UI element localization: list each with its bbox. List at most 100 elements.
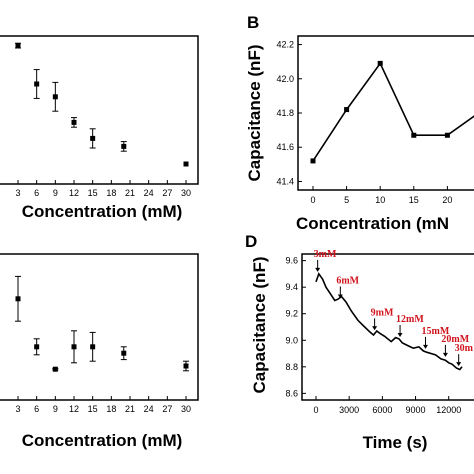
x-tick-label: 9: [53, 404, 58, 414]
x-tick-label: 9000: [406, 405, 426, 415]
annotation-arrowhead: [456, 362, 462, 367]
y-tick-label: 8.8: [285, 362, 298, 372]
panel-d: D 0 3000 6000 9000 12000 8.68.89.09.29.49.6 …: [245, 232, 474, 452]
data-point: [15, 43, 21, 49]
x-tick-label: 21: [125, 404, 135, 414]
panel-bottom-left: 3 6 9 12 15 18 21 24 27 30 Concentration (mM): [0, 253, 199, 450]
x-tick-label: 20: [442, 195, 452, 205]
x-tick-label: 10: [375, 195, 385, 205]
data-point: [344, 107, 350, 113]
y-tick-label: 42.2: [276, 40, 294, 50]
annotation-arrowhead: [372, 326, 378, 331]
plot-frame: [0, 253, 199, 401]
annotation-arrowhead: [442, 352, 448, 357]
panel-letter-b: B: [247, 13, 259, 32]
x-tick-label: 24: [144, 188, 154, 198]
y-axis-title: Capacitance (nF): [245, 45, 264, 182]
x-tick-labels: 0510152025: [310, 186, 452, 205]
x-tick-label: 15: [88, 188, 98, 198]
panel-b: B 0510152025 41.441.641.842.042.2 Concen…: [245, 13, 474, 233]
data-point: [90, 135, 96, 141]
x-tick-label: 15: [88, 404, 98, 414]
y-tick-label: 41.4: [276, 176, 294, 186]
x-tick-label: 27: [162, 404, 172, 414]
y-tick-label: 41.8: [276, 108, 294, 118]
x-tick-label: 3: [15, 188, 20, 198]
data-point: [34, 344, 40, 350]
panel-top-left: 3 6 9 12 15 18 21 24 27 30 Concentration (mM): [0, 35, 199, 221]
x-tick-label: 12000: [436, 405, 461, 415]
x-tick-label: 27: [162, 188, 172, 198]
x-tick-label: 24: [144, 404, 154, 414]
x-tick-label: 18: [106, 188, 116, 198]
data-marks: [15, 42, 189, 167]
y-tick-label: 9.2: [285, 309, 298, 319]
x-tick-label: 21: [125, 188, 135, 198]
annotation-label: 9mM: [371, 307, 394, 318]
x-axis-title: Concentration (mM): [22, 202, 183, 221]
x-tick-label: 0: [313, 405, 318, 415]
x-tick-label: 12: [69, 188, 79, 198]
data-point: [121, 350, 127, 356]
x-axis-title: Concentration (mM): [22, 431, 183, 450]
x-tick-label: 18: [106, 404, 116, 414]
x-tick-label: 15: [409, 195, 419, 205]
data-point: [15, 296, 21, 302]
data-point: [52, 366, 58, 372]
data-point: [444, 132, 450, 138]
annotation-arrowhead: [397, 332, 403, 337]
annotation-label: 15mM: [422, 326, 450, 337]
annotation-label: 3mM: [314, 249, 337, 260]
data-marks: [15, 275, 189, 372]
plot-frame: [0, 35, 199, 185]
x-tick-label: 3: [15, 404, 20, 414]
x-tick-label: 9: [53, 188, 58, 198]
annotation-label: 20mM: [441, 334, 469, 345]
y-tick-label: 8.6: [285, 388, 298, 398]
x-tick-label: 5: [344, 195, 349, 205]
y-tick-label: 41.6: [276, 142, 294, 152]
data-point: [411, 132, 417, 138]
x-tick-label: 12: [69, 404, 79, 414]
data-point: [377, 60, 383, 66]
y-tick-label: 9.4: [285, 282, 298, 292]
y-tick-label: 9.6: [285, 256, 298, 266]
data-point: [90, 344, 96, 350]
y-tick-label: 42.0: [276, 74, 294, 84]
data-point: [71, 344, 77, 350]
data-point: [71, 119, 77, 125]
annotation-label: 12mM: [396, 314, 424, 325]
data-marks: [310, 60, 474, 164]
x-tick-label: 3000: [339, 405, 359, 415]
x-tick-label: 30: [181, 404, 191, 414]
series-line: [312, 61, 474, 162]
x-tick-label: 0: [310, 195, 315, 205]
data-point: [310, 158, 316, 164]
data-point: [183, 363, 189, 369]
annotation-label: 30m: [455, 343, 474, 354]
data-point: [52, 94, 58, 100]
annotation-arrowhead: [315, 267, 321, 272]
y-tick-label: 9.0: [285, 335, 298, 345]
y-axis-title: Capacitance (nF): [250, 257, 269, 394]
annotation-arrowhead: [337, 294, 343, 299]
plot-frame: [301, 253, 474, 401]
x-tick-label: 6: [34, 188, 39, 198]
x-axis-title: Concentration (mN: [296, 214, 449, 233]
annotation-label: 6mM: [336, 275, 359, 286]
x-tick-labels: 0 3000 6000 9000 12000: [313, 396, 461, 415]
x-tick-labels: 3 6 9 12 15 18 21 24 27 30: [15, 396, 191, 414]
y-tick-labels: 8.6 8.8 9.0 9.2 9.4 9.6: [285, 256, 306, 398]
y-tick-labels: 41.4 41.6 41.8 42.0 42.2: [276, 40, 302, 186]
data-point: [121, 143, 127, 149]
plot-frame: [297, 35, 474, 191]
x-tick-label: 30: [181, 188, 191, 198]
panel-letter-d: D: [245, 232, 257, 251]
series-line: [315, 272, 463, 371]
annotation-arrowhead: [423, 344, 428, 349]
x-tick-label: 6000: [372, 405, 392, 415]
data-point: [183, 161, 189, 167]
x-tick-label: 6: [34, 404, 39, 414]
